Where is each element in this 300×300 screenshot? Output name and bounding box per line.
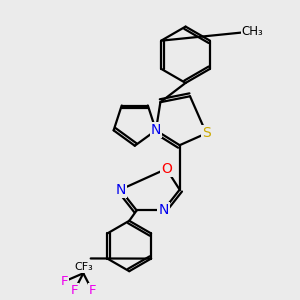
Text: F: F bbox=[60, 275, 68, 288]
Text: CH₃: CH₃ bbox=[242, 25, 263, 38]
Text: O: O bbox=[161, 162, 172, 176]
Text: F: F bbox=[88, 284, 96, 297]
Text: N: N bbox=[115, 183, 125, 197]
Text: N: N bbox=[151, 123, 161, 137]
Text: F: F bbox=[70, 284, 78, 297]
Text: N: N bbox=[158, 203, 169, 218]
Text: S: S bbox=[202, 126, 211, 140]
Text: CF₃: CF₃ bbox=[74, 262, 93, 272]
